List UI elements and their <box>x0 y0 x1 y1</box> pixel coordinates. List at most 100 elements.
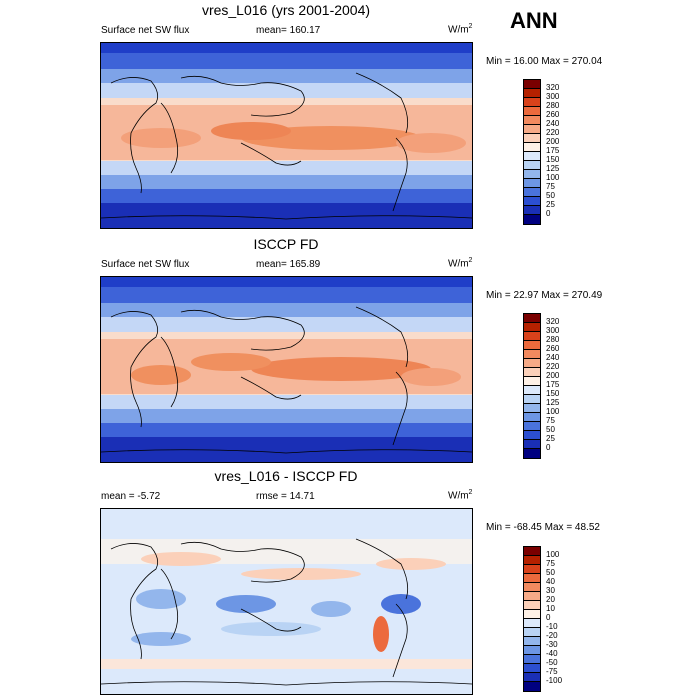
colorbar-tick-label: 75 <box>546 559 555 568</box>
colorbar-tick-label: 240 <box>546 353 560 362</box>
colorbar-tick-label: -100 <box>546 676 563 685</box>
colorbar-tick-label: 20 <box>546 595 555 604</box>
colorbar-tick-label: 280 <box>546 335 560 344</box>
panel-3-minmax: Min = -68.45 Max = 48.52 <box>486 522 600 533</box>
colorbar-segment <box>524 592 540 601</box>
panel-2-colorbar <box>523 313 541 459</box>
colorbar-tick-label: -10 <box>546 622 558 631</box>
colorbar-segment <box>524 556 540 565</box>
panel-3-units: W/m2 <box>448 489 473 502</box>
colorbar-tick-label: -40 <box>546 649 558 658</box>
colorbar-tick-label: -20 <box>546 631 558 640</box>
colorbar-segment <box>524 314 540 323</box>
panel-2-units: W/m2 <box>448 257 473 270</box>
colorbar-tick-label: 320 <box>546 317 560 326</box>
colorbar-tick-label: 125 <box>546 398 560 407</box>
colorbar-tick-label: -30 <box>546 640 558 649</box>
panel-1-colorbar-ticks: 320 300 280 260 240 220 200 175 150 125 100 75 50 25 0 <box>546 79 576 225</box>
colorbar-tick-label: 175 <box>546 146 560 155</box>
colorbar-tick-label: 10 <box>546 604 555 613</box>
colorbar-tick-label: -75 <box>546 667 558 676</box>
colorbar-segment <box>524 565 540 574</box>
colorbar-tick-label: 220 <box>546 128 560 137</box>
colorbar-segment <box>524 206 540 215</box>
colorbar-segment <box>524 359 540 368</box>
colorbar-tick-label: 220 <box>546 362 560 371</box>
panel-1-mean-label: mean= 160.17 <box>256 25 321 36</box>
colorbar-tick-label: 75 <box>546 182 555 191</box>
colorbar-segment <box>524 601 540 610</box>
season-label: ANN <box>510 8 558 33</box>
colorbar-tick-label: 240 <box>546 119 560 128</box>
colorbar-segment <box>524 395 540 404</box>
colorbar-segment <box>524 143 540 152</box>
panel-3-rmse-label: rmse = 14.71 <box>256 491 315 502</box>
colorbar-segment <box>524 350 540 359</box>
colorbar-segment <box>524 431 540 440</box>
colorbar-tick-label: -50 <box>546 658 558 667</box>
colorbar-segment <box>524 116 540 125</box>
panel-2-variable-label: Surface net SW flux <box>101 259 190 270</box>
colorbar-tick-label: 0 <box>546 443 551 452</box>
colorbar-tick-label: 100 <box>546 173 560 182</box>
colorbar-segment <box>524 80 540 89</box>
colorbar-segment <box>524 98 540 107</box>
panel-3-colorbar-ticks: 100 75 50 40 30 20 10 0 -10 -20 -30 -40 -50 -75 -100 <box>546 546 576 692</box>
colorbar-segment <box>524 161 540 170</box>
colorbar-segment <box>524 125 540 134</box>
colorbar-segment <box>524 682 540 691</box>
panel-3-mean-label: mean = -5.72 <box>101 491 161 502</box>
colorbar-tick-label: 150 <box>546 155 560 164</box>
panel-1-map <box>100 42 473 229</box>
colorbar-segment <box>524 583 540 592</box>
colorbar-segment <box>524 440 540 449</box>
colorbar-tick-label: 320 <box>546 83 560 92</box>
colorbar-tick-label: 25 <box>546 200 555 209</box>
colorbar-tick-label: 50 <box>546 568 555 577</box>
colorbar-segment <box>524 655 540 664</box>
panel-1-title: vres_L016 (yrs 2001-2004) <box>201 2 371 18</box>
colorbar-tick-label: 150 <box>546 389 560 398</box>
colorbar-segment <box>524 628 540 637</box>
colorbar-segment <box>524 89 540 98</box>
panel-3-colorbar <box>523 546 541 692</box>
panel-2-map <box>100 276 473 463</box>
colorbar-segment <box>524 152 540 161</box>
panel-2-mean-label: mean= 165.89 <box>256 259 321 270</box>
colorbar-segment <box>524 107 540 116</box>
panel-1-colorbar <box>523 79 541 225</box>
panel-2-minmax: Min = 22.97 Max = 270.49 <box>486 290 603 301</box>
colorbar-tick-label: 300 <box>546 92 560 101</box>
colorbar-segment <box>524 619 540 628</box>
colorbar-segment <box>524 323 540 332</box>
colorbar-segment <box>524 377 540 386</box>
panel-3-title: vres_L016 - ISCCP FD <box>214 468 358 484</box>
colorbar-segment <box>524 664 540 673</box>
colorbar-segment <box>524 404 540 413</box>
colorbar-tick-label: 25 <box>546 434 555 443</box>
colorbar-tick-label: 200 <box>546 371 560 380</box>
colorbar-segment <box>524 386 540 395</box>
colorbar-segment <box>524 673 540 682</box>
colorbar-tick-label: 175 <box>546 380 560 389</box>
colorbar-tick-label: 30 <box>546 586 555 595</box>
colorbar-tick-label: 40 <box>546 577 555 586</box>
colorbar-tick-label: 0 <box>546 613 551 622</box>
colorbar-tick-label: 200 <box>546 137 560 146</box>
colorbar-segment <box>524 188 540 197</box>
colorbar-tick-label: 50 <box>546 191 555 200</box>
colorbar-tick-label: 260 <box>546 344 560 353</box>
panel-2-title: ISCCP FD <box>253 236 319 252</box>
colorbar-tick-label: 125 <box>546 164 560 173</box>
colorbar-tick-label: 0 <box>546 209 551 218</box>
colorbar-segment <box>524 170 540 179</box>
colorbar-tick-label: 100 <box>546 407 560 416</box>
colorbar-segment <box>524 547 540 556</box>
colorbar-segment <box>524 646 540 655</box>
panel-1-units: W/m2 <box>448 23 473 36</box>
panel-1-minmax: Min = 16.00 Max = 270.04 <box>486 56 603 67</box>
panel-1-variable-label: Surface net SW flux <box>101 25 190 36</box>
panel-3-map <box>100 508 473 695</box>
colorbar-tick-label: 50 <box>546 425 555 434</box>
colorbar-segment <box>524 332 540 341</box>
